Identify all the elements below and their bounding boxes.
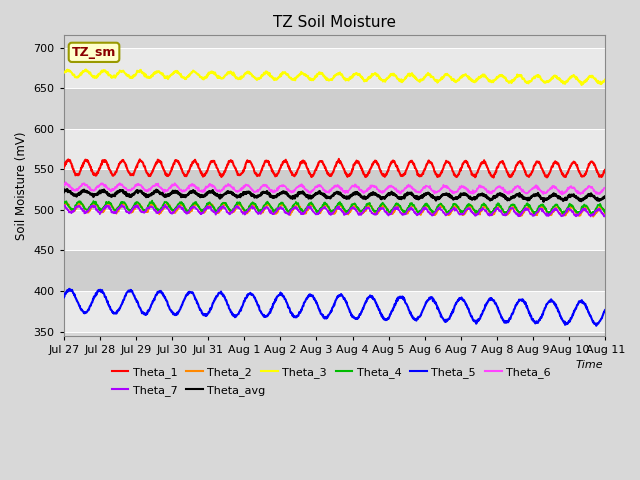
Bar: [64, 88, 605, 129]
Bar: [64, 129, 605, 169]
Bar: [64, 48, 605, 88]
Bar: [64, 169, 605, 210]
Title: TZ Soil Moisture: TZ Soil Moisture: [273, 15, 396, 30]
X-axis label: Time: Time: [575, 360, 603, 370]
Legend: Theta_7, Theta_avg: Theta_7, Theta_avg: [107, 381, 270, 401]
Bar: [64, 251, 605, 291]
Bar: [64, 210, 605, 251]
Y-axis label: Soil Moisture (mV): Soil Moisture (mV): [15, 131, 28, 240]
Bar: [64, 291, 605, 332]
Text: TZ_sm: TZ_sm: [72, 46, 116, 59]
